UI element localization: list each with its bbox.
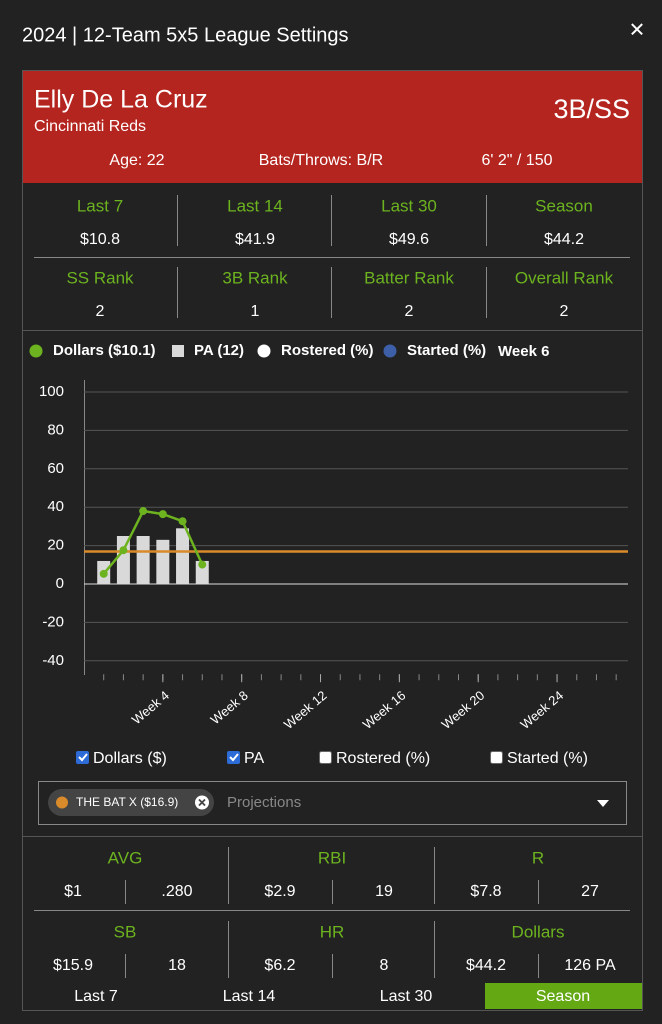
y-tick-label: 100 — [39, 383, 64, 400]
chip-label: THE BAT X ($16.9) — [76, 795, 178, 809]
breakdown-stat: 27 — [581, 883, 599, 900]
chip-dot — [56, 796, 68, 809]
stat-value: 1 — [251, 303, 260, 320]
toggle-label[interactable]: Rostered (%) — [336, 750, 430, 767]
pa-bar — [136, 536, 150, 584]
stat-label: Last 14 — [227, 196, 283, 215]
legend-label[interactable]: Dollars ($10.1) — [53, 342, 156, 359]
tab[interactable]: Last 14 — [223, 988, 276, 1005]
breakdown-dollars: $7.8 — [470, 883, 501, 900]
breakdown-stat: .280 — [161, 883, 192, 900]
breakdown-label: AVG — [108, 848, 143, 867]
stat-value: 2 — [560, 303, 569, 320]
stat-label: Overall Rank — [515, 268, 614, 287]
stat-label: SS Rank — [66, 268, 134, 287]
player-age: Age: 22 — [109, 152, 164, 169]
player-team: Cincinnati Reds — [34, 118, 146, 135]
dollars-line — [102, 509, 204, 575]
y-tick-label: -20 — [42, 613, 64, 630]
breakdown-label: R — [532, 848, 544, 867]
projection-select[interactable] — [38, 781, 627, 825]
stat-value: 2 — [405, 303, 414, 320]
breakdown-label: Dollars — [512, 922, 565, 941]
dollars-point — [119, 546, 128, 555]
panel — [22, 70, 643, 1011]
breakdown-dollars: $6.2 — [264, 957, 295, 974]
y-tick-label: 20 — [47, 537, 64, 554]
breakdown-dollars: $2.9 — [264, 883, 295, 900]
stat-label: Batter Rank — [364, 268, 454, 287]
stat-value: $41.9 — [235, 231, 275, 248]
dropdown-arrow[interactable] — [597, 800, 609, 807]
player-position: 3B/SS — [553, 94, 630, 124]
stat-value: $49.6 — [389, 231, 429, 248]
dollars-point — [158, 510, 167, 519]
toggle-label[interactable]: PA — [244, 750, 264, 767]
legend-label[interactable]: PA (12) — [194, 342, 244, 359]
projection-chip — [48, 789, 214, 816]
breakdown-label: RBI — [318, 848, 346, 867]
stat-label: Season — [535, 196, 593, 215]
checkmark — [78, 753, 88, 762]
player-name: Elly De La Cruz — [34, 86, 208, 114]
legend-swatch — [257, 344, 271, 358]
stat-value: 2 — [96, 303, 105, 320]
y-tick-label: 0 — [56, 575, 64, 592]
breakdown-stat: 19 — [375, 883, 393, 900]
pa-bar — [156, 539, 170, 584]
select-placeholder: Projections — [227, 794, 301, 811]
pa-bar — [176, 528, 190, 584]
breakdown-dollars: $44.2 — [466, 957, 506, 974]
legend-label[interactable]: Rostered (%) — [281, 342, 374, 359]
chip-remove-x — [198, 798, 206, 807]
close-button[interactable]: ✕ — [629, 19, 646, 41]
tab[interactable]: Last 30 — [380, 988, 433, 1005]
legend-swatch — [29, 344, 43, 358]
stat-label: 3B Rank — [222, 268, 288, 287]
y-tick-label: 80 — [47, 421, 64, 438]
checkbox[interactable] — [490, 751, 503, 764]
checkmark — [229, 753, 239, 762]
legend-swatch — [383, 344, 397, 358]
y-tick-label: -40 — [42, 652, 64, 669]
stat-label: Last 7 — [77, 196, 123, 215]
dollars-point — [99, 569, 108, 578]
breakdown-dollars: $1 — [64, 883, 82, 900]
dollars-point — [198, 560, 207, 569]
breakdown-stat: 126 PA — [564, 957, 616, 974]
dollars-point — [139, 507, 148, 516]
y-tick-label: 60 — [47, 460, 64, 477]
stat-label: Last 30 — [381, 196, 437, 215]
checkbox[interactable] — [227, 751, 240, 764]
breakdown-stat: 8 — [380, 957, 389, 974]
breakdown-dollars: $15.9 — [53, 957, 93, 974]
dialog-title: 2024 | 12-Team 5x5 League Settings — [22, 24, 349, 46]
checkbox[interactable] — [76, 751, 89, 764]
legend-week: Week 6 — [498, 343, 549, 360]
player-bats-throws: Bats/Throws: B/R — [259, 152, 383, 169]
dollars-point — [178, 517, 187, 526]
tab[interactable]: Season — [536, 988, 590, 1005]
breakdown-label: HR — [320, 922, 345, 941]
checkbox[interactable] — [319, 751, 332, 764]
legend-swatch — [172, 345, 184, 357]
legend-label[interactable]: Started (%) — [407, 342, 486, 359]
tab[interactable]: Last 7 — [74, 988, 118, 1005]
breakdown-label: SB — [114, 922, 137, 941]
toggle-label[interactable]: Dollars ($) — [93, 750, 167, 767]
y-tick-label: 40 — [47, 498, 64, 515]
stat-value: $44.2 — [544, 231, 584, 248]
stat-value: $10.8 — [80, 231, 120, 248]
player-size: 6' 2" / 150 — [481, 152, 552, 169]
toggle-label[interactable]: Started (%) — [507, 750, 588, 767]
player-header — [23, 71, 642, 183]
active-tab — [485, 983, 642, 1009]
breakdown-stat: 18 — [168, 957, 186, 974]
